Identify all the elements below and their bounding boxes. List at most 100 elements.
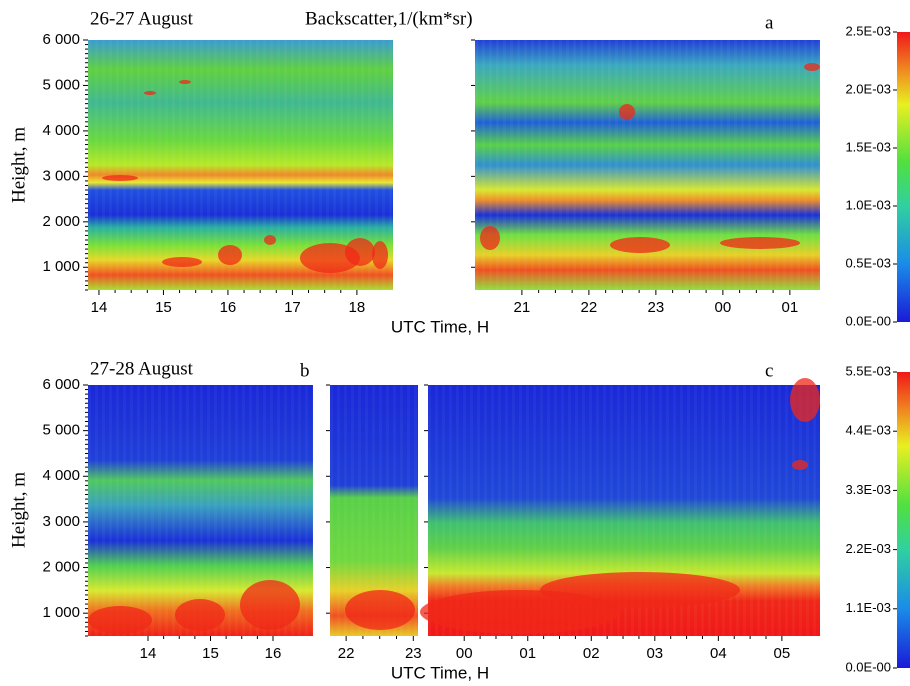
heatmap-texture bbox=[144, 40, 147, 290]
heatmap-texture bbox=[708, 385, 711, 636]
heatmap-texture bbox=[736, 385, 739, 636]
heatmap-texture bbox=[172, 385, 175, 636]
heatmap-feature bbox=[345, 238, 375, 266]
heatmap-texture bbox=[200, 385, 203, 636]
panel-title: 26-27 August bbox=[90, 8, 194, 29]
heatmap-texture bbox=[643, 40, 646, 290]
heatmap-texture bbox=[748, 40, 751, 290]
y-tick-label: 3 000 bbox=[42, 513, 80, 530]
heatmap-texture bbox=[221, 385, 224, 636]
heatmap-texture bbox=[778, 385, 781, 636]
heatmap-texture bbox=[263, 385, 266, 636]
heatmap-texture bbox=[242, 385, 245, 636]
heatmap-texture bbox=[755, 40, 758, 290]
heatmap-feature bbox=[88, 606, 152, 634]
heatmap-texture bbox=[179, 385, 182, 636]
y-tick-label: 2 000 bbox=[42, 559, 80, 576]
heatmap-texture bbox=[470, 385, 473, 636]
heatmap-texture bbox=[720, 40, 723, 290]
heatmap-texture bbox=[797, 40, 800, 290]
y-tick-label: 4 000 bbox=[42, 122, 80, 139]
heatmap-texture bbox=[818, 40, 821, 290]
x-tick-label: 01 bbox=[782, 299, 799, 316]
heatmap-texture bbox=[333, 40, 336, 290]
y-tick-label: 5 000 bbox=[42, 422, 80, 439]
x-tick-label: 15 bbox=[155, 299, 172, 316]
heatmap-texture bbox=[207, 385, 210, 636]
y-tick-label: 6 000 bbox=[42, 376, 80, 393]
colorbar bbox=[897, 32, 910, 322]
heatmap-texture bbox=[270, 385, 273, 636]
heatmap-texture bbox=[256, 385, 259, 636]
heatmap-texture bbox=[799, 385, 802, 636]
heatmap-texture bbox=[813, 385, 816, 636]
heatmap-feature bbox=[102, 175, 138, 181]
heatmap-texture bbox=[657, 40, 660, 290]
heatmap-texture bbox=[510, 40, 513, 290]
heatmap-texture bbox=[617, 385, 620, 636]
colorbar-tick-label: 2.2E-03 bbox=[845, 541, 891, 556]
heatmap-texture bbox=[652, 385, 655, 636]
heatmap-texture bbox=[256, 40, 259, 290]
heatmap-feature bbox=[144, 91, 156, 95]
heatmap-texture bbox=[151, 385, 154, 636]
heatmap-texture bbox=[762, 40, 765, 290]
heatmap-texture bbox=[221, 40, 224, 290]
heatmap-feature bbox=[610, 237, 670, 253]
heatmap-texture bbox=[547, 385, 550, 636]
heatmap-texture bbox=[172, 40, 175, 290]
heatmap-texture bbox=[456, 385, 459, 636]
heatmap-texture bbox=[722, 385, 725, 636]
heatmap-texture bbox=[671, 40, 674, 290]
heatmap-texture bbox=[351, 385, 354, 636]
heatmap-texture bbox=[790, 40, 793, 290]
heatmap-texture bbox=[785, 385, 788, 636]
heatmap-texture bbox=[699, 40, 702, 290]
colorbar-tick-label: 4.4E-03 bbox=[845, 423, 891, 438]
x-tick-label: 00 bbox=[715, 299, 732, 316]
heatmap-texture bbox=[102, 385, 105, 636]
heatmap-feature bbox=[804, 63, 820, 71]
heatmap-texture bbox=[624, 385, 627, 636]
heatmap-texture bbox=[242, 40, 245, 290]
heatmap-texture bbox=[587, 40, 590, 290]
x-tick-label: 17 bbox=[284, 299, 301, 316]
x-tick-label: 21 bbox=[514, 299, 531, 316]
y-tick-label: 2 000 bbox=[42, 213, 80, 230]
heatmap-texture bbox=[179, 40, 182, 290]
heatmap-texture bbox=[312, 385, 315, 636]
heatmap-texture bbox=[200, 40, 203, 290]
heatmap-texture bbox=[783, 40, 786, 290]
heatmap-feature bbox=[300, 243, 360, 273]
x-tick-label: 14 bbox=[140, 645, 157, 662]
heatmap-texture bbox=[312, 40, 315, 290]
heatmap-texture bbox=[193, 40, 196, 290]
heatmap-texture bbox=[284, 385, 287, 636]
heatmap-texture bbox=[228, 385, 231, 636]
heatmap-texture bbox=[806, 385, 809, 636]
heatmap-texture bbox=[498, 385, 501, 636]
heatmap-texture bbox=[298, 385, 301, 636]
x-tick-label: 14 bbox=[91, 299, 108, 316]
heatmap-texture bbox=[365, 385, 368, 636]
heatmap-texture bbox=[596, 385, 599, 636]
heatmap-texture bbox=[701, 385, 704, 636]
x-tick-label: 00 bbox=[456, 645, 473, 662]
heatmap-texture bbox=[249, 385, 252, 636]
heatmap-texture bbox=[137, 385, 140, 636]
y-axis-label: Height, m bbox=[8, 127, 29, 203]
heatmap-texture bbox=[531, 40, 534, 290]
heatmap-texture bbox=[601, 40, 604, 290]
x-axis-label: UTC Time, H bbox=[391, 317, 489, 336]
heatmap-texture bbox=[566, 40, 569, 290]
heatmap-texture bbox=[505, 385, 508, 636]
heatmap-texture bbox=[673, 385, 676, 636]
heatmap-texture bbox=[291, 40, 294, 290]
heatmap-feature bbox=[619, 104, 635, 120]
heatmap-texture bbox=[414, 385, 417, 636]
heatmap-texture bbox=[389, 40, 392, 290]
heatmap-texture bbox=[575, 385, 578, 636]
heatmap-texture bbox=[706, 40, 709, 290]
heatmap-texture bbox=[400, 385, 403, 636]
heatmap-texture bbox=[337, 385, 340, 636]
